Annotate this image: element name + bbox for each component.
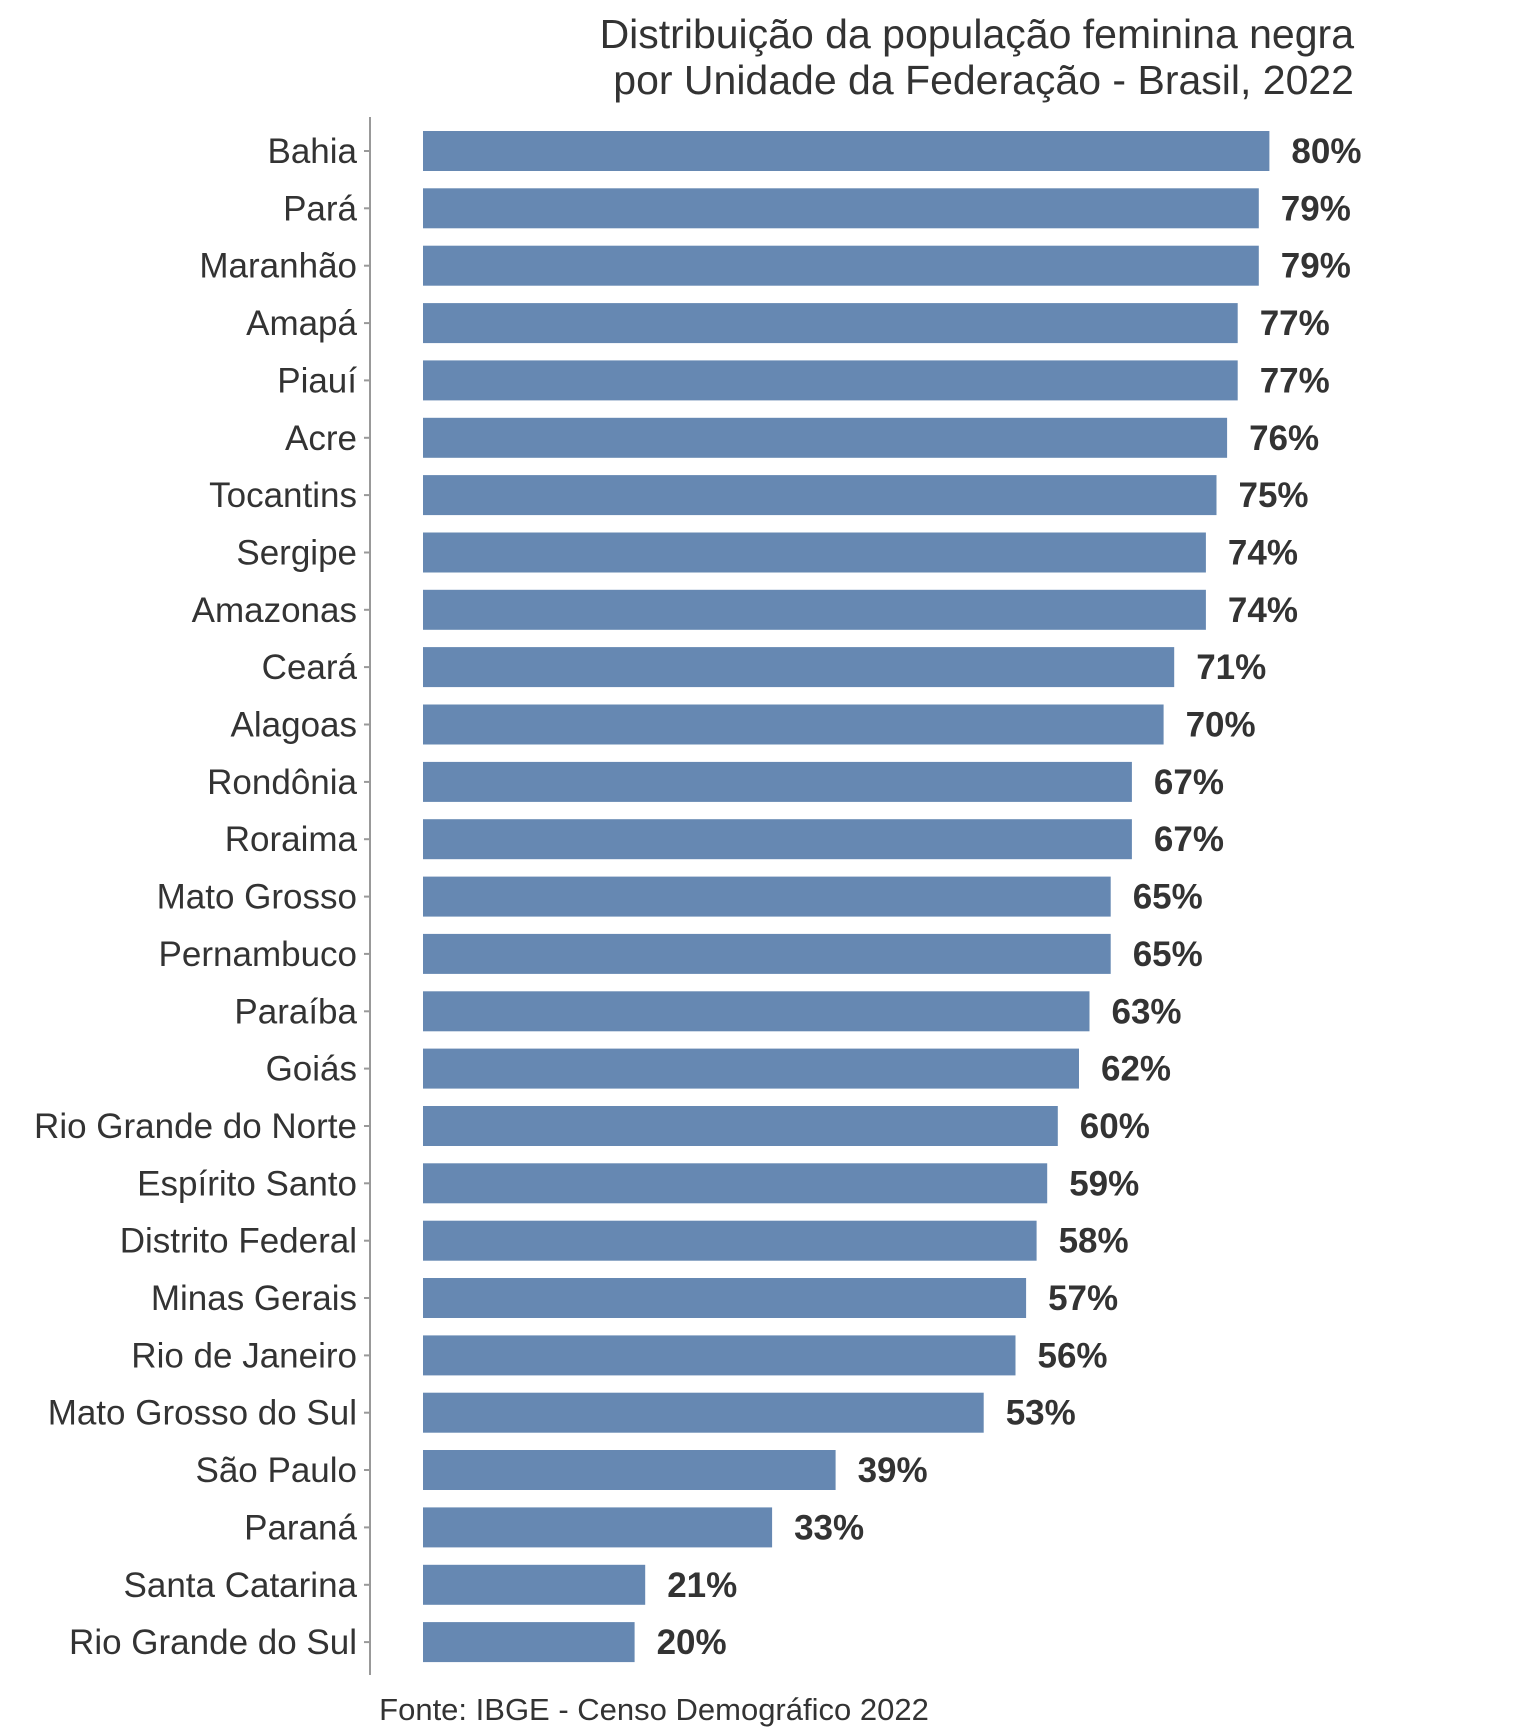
value-label-goias: 62% — [1101, 1050, 1171, 1089]
value-label-rio-de-janeiro: 56% — [1038, 1336, 1108, 1375]
bar-rio-de-janeiro — [423, 1335, 1016, 1376]
chart-title: Distribuição da população feminina negra… — [600, 11, 1355, 103]
bar-goias — [423, 1048, 1079, 1089]
category-label-mato-grosso-do-sul: Mato Grosso do Sul — [48, 1394, 357, 1433]
value-label-parana: 33% — [794, 1508, 864, 1547]
category-label-maranhao: Maranhão — [199, 247, 357, 286]
value-label-alagoas: 70% — [1186, 706, 1256, 745]
bar-para — [423, 188, 1259, 229]
category-label-piaui: Piauí — [277, 361, 357, 400]
bar-santa-catarina — [423, 1564, 646, 1605]
value-label-rondonia: 67% — [1154, 763, 1224, 802]
value-label-bahia: 80% — [1291, 132, 1361, 171]
category-label-amapa: Amapá — [246, 304, 357, 343]
category-label-goias: Goiás — [266, 1050, 357, 1089]
value-label-amapa: 77% — [1260, 304, 1330, 343]
value-label-paraiba: 63% — [1112, 992, 1182, 1031]
value-label-mato-grosso-do-sul: 53% — [1006, 1394, 1076, 1433]
value-label-pernambuco: 65% — [1133, 935, 1203, 974]
bar-bahia — [423, 131, 1270, 171]
category-label-para: Pará — [283, 189, 357, 228]
bar-piaui — [423, 360, 1238, 401]
category-label-distrito-federal: Distrito Federal — [120, 1222, 357, 1261]
category-label-minas-gerais: Minas Gerais — [151, 1279, 357, 1318]
category-label-acre: Acre — [285, 419, 357, 458]
category-label-alagoas: Alagoas — [231, 706, 357, 745]
bar-alagoas — [423, 704, 1164, 745]
value-label-distrito-federal: 58% — [1059, 1222, 1129, 1261]
category-label-espirito-santo: Espírito Santo — [137, 1164, 357, 1203]
category-label-roraima: Roraima — [225, 820, 358, 859]
bar-rondonia — [423, 761, 1132, 802]
value-label-santa-catarina: 21% — [667, 1566, 737, 1605]
value-label-maranhao: 79% — [1281, 247, 1351, 286]
category-label-tocantins: Tocantins — [209, 476, 357, 515]
bar-sao-paulo — [423, 1450, 836, 1490]
bar-tocantins — [423, 475, 1217, 516]
bar-distrito-federal — [423, 1220, 1037, 1261]
value-label-rio-grande-do-norte: 60% — [1080, 1107, 1150, 1146]
bars-group — [423, 131, 1270, 1663]
category-label-rondonia: Rondônia — [207, 763, 357, 802]
bar-rio-grande-do-norte — [423, 1106, 1058, 1146]
bar-espirito-santo — [423, 1163, 1048, 1204]
value-label-sao-paulo: 39% — [858, 1451, 928, 1490]
value-label-mato-grosso: 65% — [1133, 878, 1203, 917]
category-label-mato-grosso: Mato Grosso — [157, 878, 357, 917]
value-label-piaui: 77% — [1260, 361, 1330, 400]
chart-title-line-1: Distribuição da população feminina negra — [600, 11, 1355, 57]
bar-acre — [423, 417, 1228, 458]
value-label-amazonas: 74% — [1228, 591, 1298, 630]
source-note: Fonte: IBGE - Censo Demográfico 2022 — [379, 1692, 929, 1727]
category-label-ceara: Ceará — [262, 648, 358, 687]
bar-amapa — [423, 303, 1238, 344]
category-label-sao-paulo: São Paulo — [195, 1451, 357, 1490]
category-label-paraiba: Paraíba — [234, 992, 357, 1031]
category-label-pernambuco: Pernambuco — [159, 935, 357, 974]
category-label-santa-catarina: Santa Catarina — [124, 1566, 358, 1605]
value-label-tocantins: 75% — [1239, 476, 1309, 515]
value-label-roraima: 67% — [1154, 820, 1224, 859]
value-label-acre: 76% — [1249, 419, 1319, 458]
value-label-espirito-santo: 59% — [1069, 1164, 1139, 1203]
value-label-sergipe: 74% — [1228, 534, 1298, 573]
bar-pernambuco — [423, 933, 1111, 974]
bar-minas-gerais — [423, 1278, 1027, 1318]
value-label-rio-grande-do-sul: 20% — [657, 1623, 727, 1662]
bar-mato-grosso — [423, 876, 1111, 917]
category-labels: Bahia Pará Maranhão Amapá Piauí Acre Tocantins… — [34, 132, 370, 1662]
bar-paraiba — [423, 991, 1090, 1032]
value-label-para: 79% — [1281, 189, 1351, 228]
bar-amazonas — [423, 589, 1206, 630]
bar-parana — [423, 1507, 773, 1548]
value-label-minas-gerais: 57% — [1048, 1279, 1118, 1318]
bar-maranhao — [423, 245, 1259, 286]
value-label-ceara: 71% — [1196, 648, 1266, 687]
bar-rio-grande-do-sul — [423, 1622, 635, 1663]
bar-roraima — [423, 819, 1132, 860]
value-labels: 80% 79% 79% 77% 77% 76% 75% 74% 74% 71% 70% 67% 67% 6… — [657, 132, 1362, 1662]
category-label-rio-grande-do-norte: Rio Grande do Norte — [34, 1107, 357, 1146]
chart-title-line-2: por Unidade da Federação - Brasil, 2022 — [613, 57, 1354, 103]
category-label-sergipe: Sergipe — [236, 534, 357, 573]
category-label-rio-grande-do-sul: Rio Grande do Sul — [69, 1623, 357, 1662]
category-label-amazonas: Amazonas — [192, 591, 357, 630]
category-label-bahia: Bahia — [267, 132, 357, 171]
bar-sergipe — [423, 532, 1206, 573]
category-label-parana: Paraná — [244, 1508, 357, 1547]
bar-mato-grosso-do-sul — [423, 1392, 984, 1433]
bar-ceara — [423, 647, 1175, 688]
category-label-rio-de-janeiro: Rio de Janeiro — [131, 1336, 357, 1375]
